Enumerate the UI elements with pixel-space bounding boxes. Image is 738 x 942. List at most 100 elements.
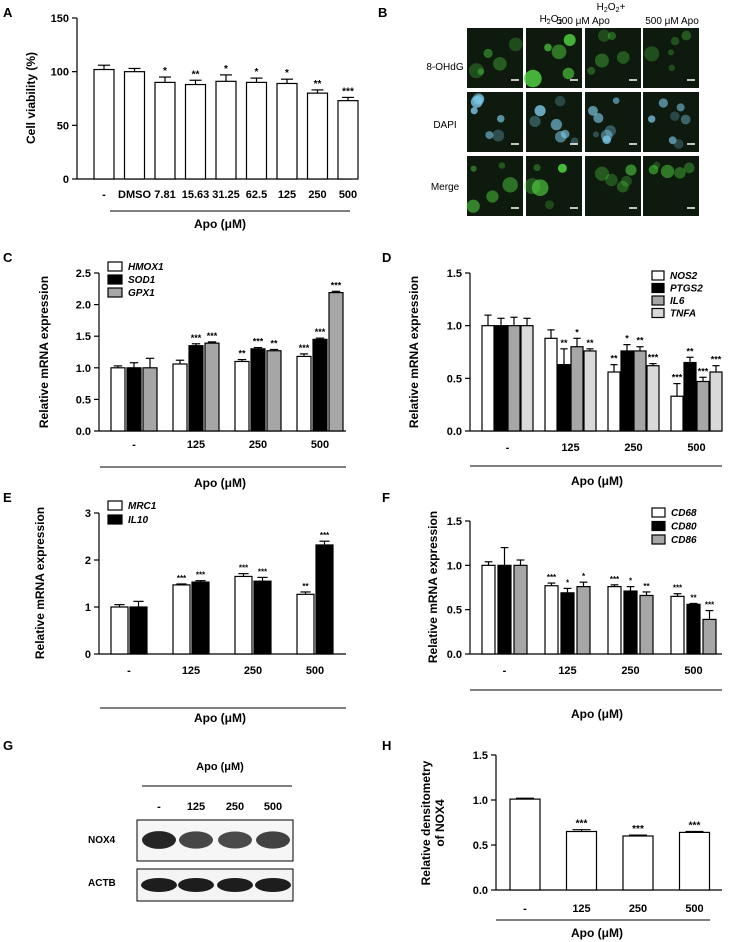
chart-f-legend-swatch <box>651 534 666 545</box>
western-lane-control: - <box>157 801 161 813</box>
dapi-nucleus <box>554 95 566 107</box>
micro-col-header-h2o2-apo-line1: H2O2+ <box>597 2 626 14</box>
dapi-nucleus <box>570 137 579 146</box>
dapi-nucleus <box>676 103 685 112</box>
chart-a-bar <box>306 92 329 180</box>
blot-bands <box>141 831 291 892</box>
chart-d-bar <box>696 380 710 432</box>
chart-f-significance-mark: *** <box>547 573 557 582</box>
chart-d-category-label: 125 <box>561 442 579 454</box>
chart-d-legend-label: NOS2 <box>670 271 698 282</box>
chart-c-ylabel: Relative mRNA expression <box>37 276 51 428</box>
dapi-nucleus <box>658 98 668 108</box>
dapi-nucleus <box>600 129 613 142</box>
fluor-cell <box>545 200 555 210</box>
chart-f-bar <box>481 564 496 655</box>
chart-e-legend-swatch <box>107 514 123 525</box>
fluor-cell <box>660 164 675 179</box>
fluor-cell <box>616 180 629 193</box>
fluor-cell <box>594 53 609 68</box>
dapi-nucleus <box>593 112 604 124</box>
chart-c-significance-mark: ** <box>238 349 246 359</box>
dapi-nucleus <box>496 114 505 123</box>
dapi-nucleus <box>534 105 546 117</box>
dapi-nucleus <box>554 131 567 143</box>
fluor-cell <box>594 166 610 181</box>
micro-col-header-apo: 500 μM Apo <box>645 16 699 27</box>
panel-label-a: A <box>3 5 13 20</box>
chart-d-significance-mark: *** <box>711 355 722 365</box>
actb-band <box>255 878 291 892</box>
fluor-cell <box>493 56 507 71</box>
chart-f-category-label: 500 <box>684 665 702 677</box>
chart-c-legend-swatch <box>107 261 123 272</box>
chart-f-bar <box>686 603 701 655</box>
fluor-cell <box>648 164 659 175</box>
dapi-nucleus <box>529 115 541 128</box>
h2o2b-o: O <box>608 2 616 13</box>
chart-a-category-label: DMSO <box>118 189 151 201</box>
nox4-band <box>256 831 290 849</box>
chart-e-bar <box>191 581 210 655</box>
h2o2-o: O <box>551 14 559 25</box>
chart-d-bar <box>633 350 647 432</box>
fluor-cell <box>587 66 596 75</box>
h2o2-sub-2b: 2 <box>559 19 563 26</box>
panel-label-g: G <box>3 738 13 753</box>
chart-e-ytick-label: 0 <box>85 649 91 661</box>
fluor-cell <box>477 68 485 75</box>
micro-tiles <box>466 28 699 216</box>
fluor-cell <box>681 30 692 41</box>
panel-label-f: F <box>382 490 390 505</box>
chart-h-ytick-label: 0.5 <box>473 840 488 852</box>
nox4-band <box>179 831 213 849</box>
chart-d-legend-swatch <box>651 270 665 281</box>
chart-d-significance-mark: ** <box>686 346 694 356</box>
chart-d-bar <box>494 325 508 432</box>
fluor-cell <box>524 69 542 88</box>
chart-c-bar <box>110 367 126 432</box>
chart-d-bar <box>544 337 558 432</box>
chart-f-bar <box>607 586 622 655</box>
chart-f-bar <box>544 585 559 655</box>
chart-e-significance-mark: *** <box>258 567 268 576</box>
fluor-cell <box>531 179 549 197</box>
chart-a-bar <box>93 68 115 180</box>
chart-a-significance-mark: *** <box>342 86 354 97</box>
dapi-nucleus <box>604 125 616 137</box>
chart-e-category-label: 500 <box>306 665 324 677</box>
chart-c-legend-label: GPX1 <box>128 288 155 299</box>
chart-f-significance-mark: *** <box>673 584 683 593</box>
chart-h-ytick-label: 1.5 <box>473 750 488 762</box>
chart-a-bar <box>154 81 176 180</box>
chart-c-ytick-label: 1.5 <box>76 331 91 343</box>
chart-a-ytick-label: 150 <box>51 13 69 25</box>
chart-c-bar <box>172 363 188 432</box>
fluor-cell <box>674 167 686 179</box>
dapi-nucleus <box>470 95 483 108</box>
chart-c-ytick-label: 1.0 <box>76 363 91 375</box>
chart-a-ylabel: Cell viability (%) <box>24 52 38 144</box>
chart-e-ylabel: Relative mRNA expression <box>33 507 47 659</box>
chart-e-bar <box>253 580 272 655</box>
fluor-cell <box>670 36 680 46</box>
chart-c-category-label: 250 <box>249 439 267 451</box>
micro-col-header-h2o2-apo-line2: 500 μM Apo <box>556 16 610 27</box>
dapi-nucleus <box>550 118 563 131</box>
chart-m2-mrna: 0 1 2 3 Relative mRNA expression - *** *** 125 **… <box>33 500 346 725</box>
chart-f-bar <box>513 564 528 655</box>
chart-d-ytick-label: 1.0 <box>447 321 462 333</box>
chart-d-ytick-label: 0.0 <box>447 426 462 438</box>
chart-a-bar <box>215 80 237 180</box>
chart-d-ytick-label: 0.5 <box>447 373 462 385</box>
fluor-cell <box>562 67 575 80</box>
micro-tile <box>467 28 523 88</box>
dapi-nucleus <box>668 136 677 145</box>
chart-d-bar <box>570 346 584 432</box>
chart-d-significance-mark: ** <box>610 354 618 364</box>
chart-c-legend-label: SOD1 <box>128 275 156 286</box>
fluor-cell <box>683 162 695 174</box>
chart-d-legend-swatch <box>651 307 665 319</box>
chart-d-significance-mark: ** <box>586 338 594 348</box>
fluor-cell <box>625 164 637 176</box>
